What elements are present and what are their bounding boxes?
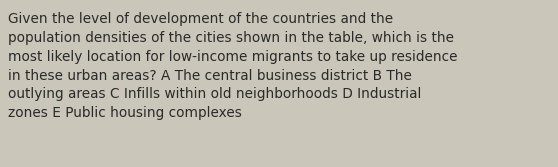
Text: Given the level of development of the countries and the
population densities of : Given the level of development of the co… <box>8 12 458 120</box>
